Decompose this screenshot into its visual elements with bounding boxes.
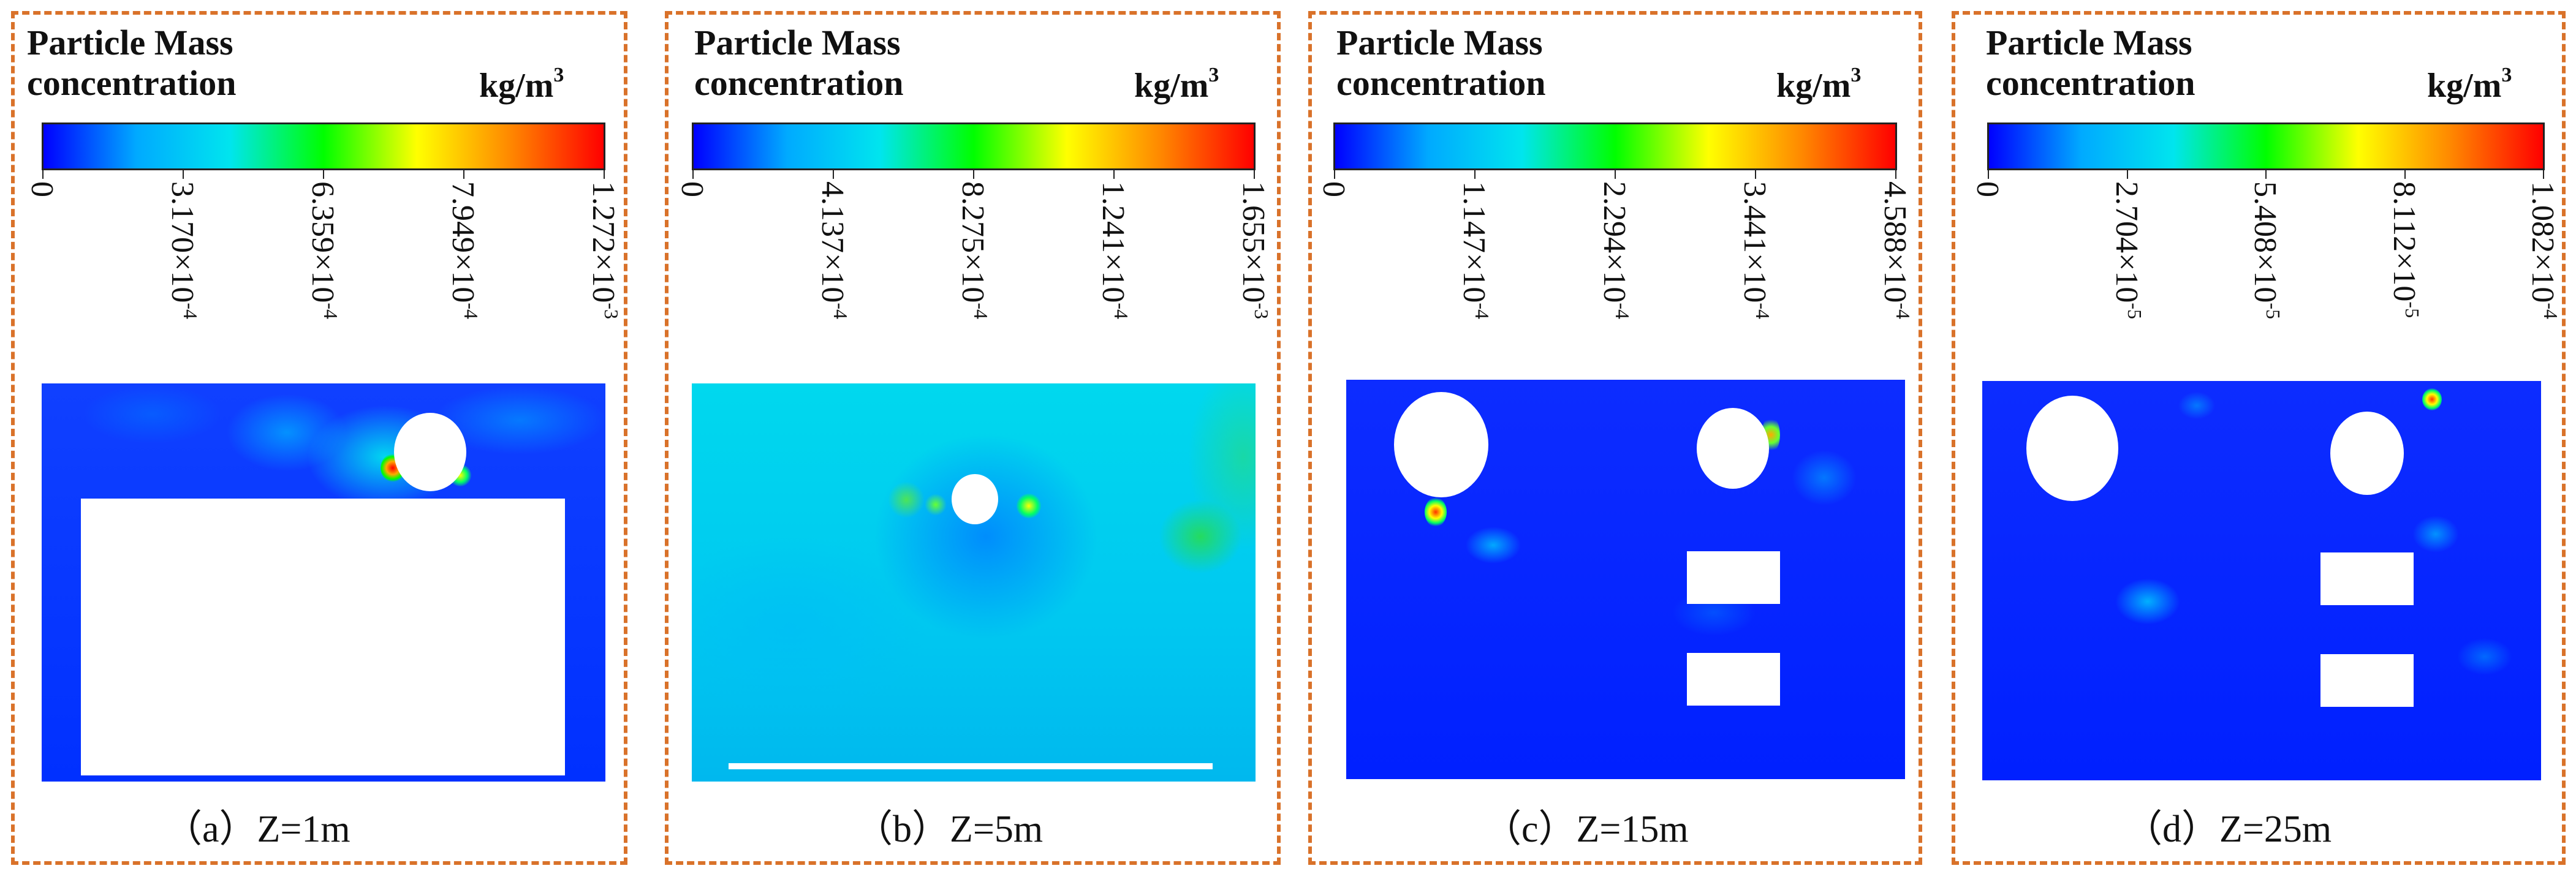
colorbar-tick-label: 1.655×10-3: [1236, 181, 1273, 319]
panel-a: Particle Mass concentration kg/m3 （a）Z=1…: [11, 11, 627, 865]
colorbar-tick-mark: [692, 170, 694, 179]
obstacle-rectangle: [1687, 653, 1780, 706]
legend-title-line1: Particle Mass: [1336, 23, 1543, 62]
colorbar-tick-label: 1.272×10-3: [586, 181, 623, 319]
legend-unit: kg/m3: [2427, 64, 2512, 105]
colorbar: [42, 123, 605, 170]
legend-title-line1: Particle Mass: [1986, 23, 2192, 62]
obstacle-circle: [394, 413, 466, 491]
obstacle-circle: [1697, 408, 1769, 489]
panel-caption: （d）Z=25m: [2124, 809, 2332, 850]
obstacle-circle: [2330, 412, 2404, 495]
colorbar-tick-label: 2.294×10-4: [1597, 181, 1634, 319]
colorbar-tick-mark: [2126, 170, 2128, 179]
colorbar-tick-mark: [2265, 170, 2267, 179]
legend-title-line1: Particle Mass: [694, 23, 901, 62]
panel-caption: （c）Z=15m: [1483, 809, 1689, 850]
colorbar-tick-label: 2.704×10-5: [2108, 181, 2146, 319]
colorbar-tick-mark: [833, 170, 834, 179]
colorbar-tick-mark: [2404, 170, 2406, 179]
legend-title-line2: concentration: [1336, 63, 1546, 103]
legend-title-line2: concentration: [1986, 63, 2195, 103]
colorbar: [1333, 123, 1897, 170]
concentration-field: [1982, 381, 2541, 780]
colorbar-tick-label: 8.275×10-4: [955, 181, 992, 319]
hotspot: [2422, 388, 2442, 410]
colorbar-tick-label: 1.241×10-4: [1096, 181, 1132, 319]
legend-unit: kg/m3: [1776, 64, 1862, 105]
obstacle-rectangle: [2320, 552, 2414, 605]
legend-unit: kg/m3: [1134, 64, 1219, 105]
colorbar: [1987, 123, 2545, 170]
legend-title-line1: Particle Mass: [27, 23, 233, 62]
panel-d: Particle Mass concentration kg/m3 （d）Z=2…: [1952, 11, 2566, 865]
colorbar-tick-mark: [183, 170, 184, 179]
colorbar-tick-label: 0: [1316, 181, 1351, 197]
colorbar-tick-label: 0: [25, 181, 59, 197]
colorbar-tick-label: 6.359×10-4: [305, 181, 342, 319]
colorbar-tick-label: 0: [1970, 181, 2005, 197]
hotspot: [1425, 497, 1447, 527]
colorbar-tick-label: 7.949×10-4: [445, 181, 482, 319]
panel-b: Particle Mass concentration kg/m3 （b）Z=5…: [665, 11, 1281, 865]
colorbar-tick-mark: [42, 170, 44, 179]
concentration-field: [42, 383, 605, 782]
colorbar-tick-mark: [2543, 170, 2544, 179]
obstacle-line: [729, 763, 1213, 769]
concentration-field: [1346, 380, 1905, 779]
colorbar-tick-label: 8.112×10-5: [2386, 181, 2423, 318]
panel-caption: （b）Z=5m: [855, 809, 1044, 850]
obstacle-circle: [1394, 392, 1488, 497]
hotspot: [1017, 494, 1041, 518]
colorbar-tick-mark: [1334, 170, 1335, 179]
colorbar-tick-label: 1.147×10-4: [1457, 181, 1493, 319]
colorbar-tick-mark: [463, 170, 464, 179]
colorbar-tick-mark: [1254, 170, 1255, 179]
colorbar-tick-label: 1.082×10-4: [2525, 181, 2562, 319]
panel-c: Particle Mass concentration kg/m3 （c）Z=1…: [1308, 11, 1922, 865]
colorbar: [692, 123, 1256, 170]
colorbar-tick-mark: [1988, 170, 1989, 179]
colorbar-tick-mark: [1474, 170, 1476, 179]
colorbar-tick-mark: [1895, 170, 1896, 179]
colorbar-tick-mark: [973, 170, 974, 179]
hotspot: [925, 494, 947, 516]
hotspot: [888, 481, 925, 518]
colorbar-tick-mark: [604, 170, 605, 179]
colorbar-tick-label: 4.588×10-4: [1877, 181, 1914, 319]
concentration-field: [692, 383, 1256, 782]
obstacle-rectangle: [2320, 654, 2414, 707]
colorbar-tick-mark: [323, 170, 324, 179]
colorbar-tick-label: 3.441×10-4: [1737, 181, 1774, 319]
panel-caption: （a）Z=1m: [164, 809, 350, 850]
legend-title-line2: concentration: [27, 63, 237, 103]
colorbar-tick-mark: [1615, 170, 1616, 179]
obstacle-circle: [952, 474, 998, 524]
colorbar-tick-mark: [1755, 170, 1756, 179]
obstacle-rectangle: [81, 499, 565, 775]
colorbar-tick-label: 5.408×10-5: [2248, 181, 2284, 319]
colorbar-tick-label: 4.137×10-4: [815, 181, 852, 319]
colorbar-tick-mark: [1113, 170, 1115, 179]
legend-unit: kg/m3: [479, 64, 564, 105]
obstacle-rectangle: [1687, 551, 1780, 604]
legend-title-line2: concentration: [694, 63, 904, 103]
obstacle-circle: [2026, 396, 2118, 501]
colorbar-tick-label: 0: [675, 181, 710, 197]
colorbar-tick-label: 3.170×10-4: [165, 181, 202, 319]
